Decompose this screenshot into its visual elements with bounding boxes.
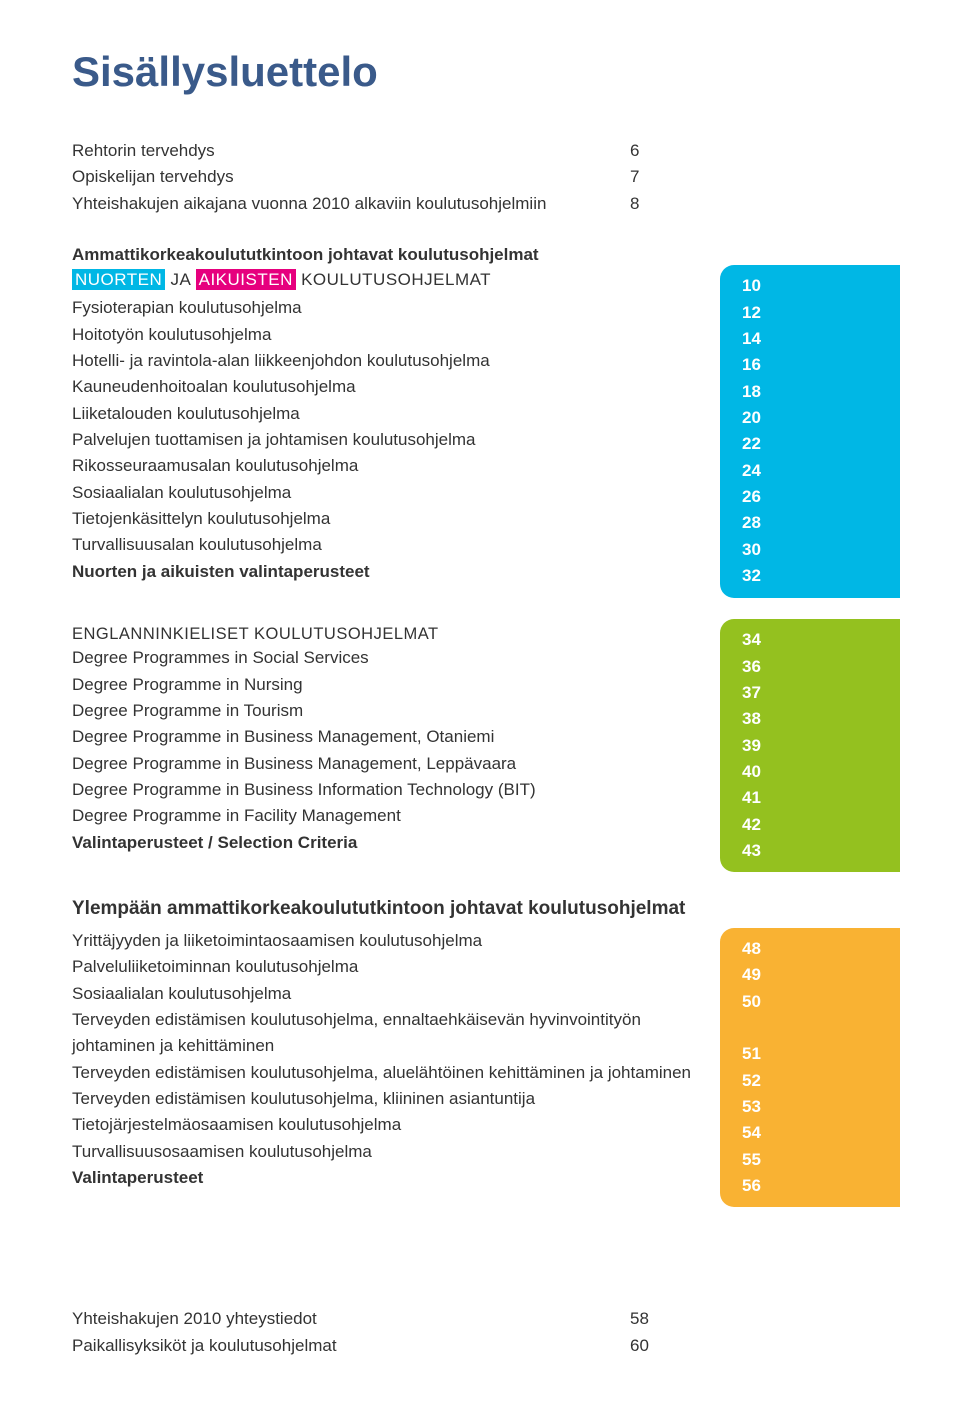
badge-page: 28 <box>742 510 900 536</box>
row-label: Valintaperusteet <box>72 1165 203 1191</box>
row-label: johtaminen ja kehittäminen <box>72 1033 274 1059</box>
sub-part: AIKUISTEN <box>196 269 296 290</box>
row-label: Terveyden edistämisen koulutusohjelma, k… <box>72 1086 535 1112</box>
sub-part: JA <box>165 270 195 289</box>
badge-page: 24 <box>742 458 900 484</box>
row-label: Palvelujen tuottamisen ja johtamisen kou… <box>72 427 476 453</box>
row-label: Degree Programme in Tourism <box>72 698 303 724</box>
row-label: Degree Programme in Business Management,… <box>72 724 494 750</box>
section2-badge: 343637383940414243 <box>720 619 900 872</box>
badge-page: 54 <box>742 1120 900 1146</box>
badge-page: 43 <box>742 838 900 864</box>
badge-page: 53 <box>742 1094 900 1120</box>
footer-line: Yhteishakujen 2010 yhteystiedot 58 <box>72 1306 900 1332</box>
intro-page: 8 <box>630 191 660 217</box>
row-label: Fysioterapian koulutusohjelma <box>72 295 302 321</box>
intro-label: Rehtorin tervehdys <box>72 138 215 164</box>
row-label: Degree Programme in Nursing <box>72 672 303 698</box>
badge-page: 37 <box>742 680 900 706</box>
row-label: Liiketalouden koulutusohjelma <box>72 401 300 427</box>
footer-block: Yhteishakujen 2010 yhteystiedot58Paikall… <box>72 1306 900 1359</box>
badge-page: 22 <box>742 431 900 457</box>
section3-badge: 484950 515253545556 <box>720 928 900 1207</box>
badge-page: 10 <box>742 273 900 299</box>
row-label: Turvallisuusalan koulutusohjelma <box>72 532 322 558</box>
badge-page <box>742 1015 900 1041</box>
section-3: Ylempään ammattikorkeakoulututkintoon jo… <box>72 898 900 1191</box>
badge-page: 12 <box>742 300 900 326</box>
intro-page: 7 <box>630 164 660 190</box>
row-label: Yrittäjyyden ja liiketoimintaosaamisen k… <box>72 928 482 954</box>
badge-page: 30 <box>742 537 900 563</box>
badge-page: 51 <box>742 1041 900 1067</box>
row-label: Degree Programme in Business Management,… <box>72 751 516 777</box>
row-label: Valintaperusteet / Selection Criteria <box>72 830 357 856</box>
row-label: Kauneudenhoitoalan koulutusohjelma <box>72 374 356 400</box>
badge-page: 20 <box>742 405 900 431</box>
badge-page: 41 <box>742 785 900 811</box>
row-label: Hotelli- ja ravintola-alan liikkeenjohdo… <box>72 348 490 374</box>
badge-page: 52 <box>742 1068 900 1094</box>
intro-line: Rehtorin tervehdys 6 <box>72 138 900 164</box>
badge-page: 34 <box>742 627 900 653</box>
badge-page: 16 <box>742 352 900 378</box>
badge-page: 38 <box>742 706 900 732</box>
row-label: Degree Programme in Business Information… <box>72 777 536 803</box>
row-label: Sosiaalialan koulutusohjelma <box>72 981 291 1007</box>
row-label: Palveluliiketoiminnan koulutusohjelma <box>72 954 358 980</box>
row-label: Degree Programme in Facility Management <box>72 803 401 829</box>
badge-page: 18 <box>742 379 900 405</box>
badge-page: 39 <box>742 733 900 759</box>
section1-header: Ammattikorkeakoulututkintoon johtavat ko… <box>72 245 900 265</box>
badge-page: 50 <box>742 989 900 1015</box>
badge-page: 48 <box>742 936 900 962</box>
sub-part: NUORTEN <box>72 269 165 290</box>
footer-label: Paikallisyksiköt ja koulutusohjelmat <box>72 1333 337 1359</box>
badge-page: 14 <box>742 326 900 352</box>
row-label: Turvallisuusosaamisen koulutusohjelma <box>72 1139 372 1165</box>
row-label: Hoitotyön koulutusohjelma <box>72 322 271 348</box>
page-title: Sisällysluettelo <box>72 48 900 96</box>
badge-page: 32 <box>742 563 900 589</box>
footer-page: 58 <box>630 1306 660 1332</box>
footer-line: Paikallisyksiköt ja koulutusohjelmat 60 <box>72 1333 900 1359</box>
badge-page: 49 <box>742 962 900 988</box>
footer-page: 60 <box>630 1333 660 1359</box>
section-1: Ammattikorkeakoulututkintoon johtavat ko… <box>72 245 900 585</box>
row-label: Sosiaalialan koulutusohjelma <box>72 480 291 506</box>
badge-page: 26 <box>742 484 900 510</box>
badge-page: 40 <box>742 759 900 785</box>
row-label: Degree Programmes in Social Services <box>72 645 369 671</box>
intro-line: Opiskelijan tervehdys 7 <box>72 164 900 190</box>
intro-line: Yhteishakujen aikajana vuonna 2010 alkav… <box>72 191 900 217</box>
badge-page: 42 <box>742 812 900 838</box>
row-label: Terveyden edistämisen koulutusohjelma, e… <box>72 1007 641 1033</box>
badge-page: 56 <box>742 1173 900 1199</box>
intro-block: Rehtorin tervehdys6Opiskelijan tervehdys… <box>72 138 900 217</box>
intro-label: Opiskelijan tervehdys <box>72 164 234 190</box>
row-label: Rikosseuraamusalan koulutusohjelma <box>72 453 358 479</box>
footer-label: Yhteishakujen 2010 yhteystiedot <box>72 1306 317 1332</box>
intro-label: Yhteishakujen aikajana vuonna 2010 alkav… <box>72 191 546 217</box>
row-label: Terveyden edistämisen koulutusohjelma, a… <box>72 1060 691 1086</box>
intro-page: 6 <box>630 138 660 164</box>
section-2: ENGLANNINKIELISET KOULUTUSOHJELMAT Degre… <box>72 625 900 856</box>
section3-header: Ylempään ammattikorkeakoulututkintoon jo… <box>72 898 900 920</box>
badge-page: 36 <box>742 654 900 680</box>
section1-badge-inner: 101214161820222426283032 <box>720 265 900 597</box>
badge-page: 55 <box>742 1147 900 1173</box>
row-label: Tietojenkäsittelyn koulutusohjelma <box>72 506 330 532</box>
row-label: Tietojärjestelmäosaamisen koulutusohjelm… <box>72 1112 401 1138</box>
row-label: Nuorten ja aikuisten valintaperusteet <box>72 559 370 585</box>
sub-part: KOULUTUSOHJELMAT <box>296 270 491 289</box>
